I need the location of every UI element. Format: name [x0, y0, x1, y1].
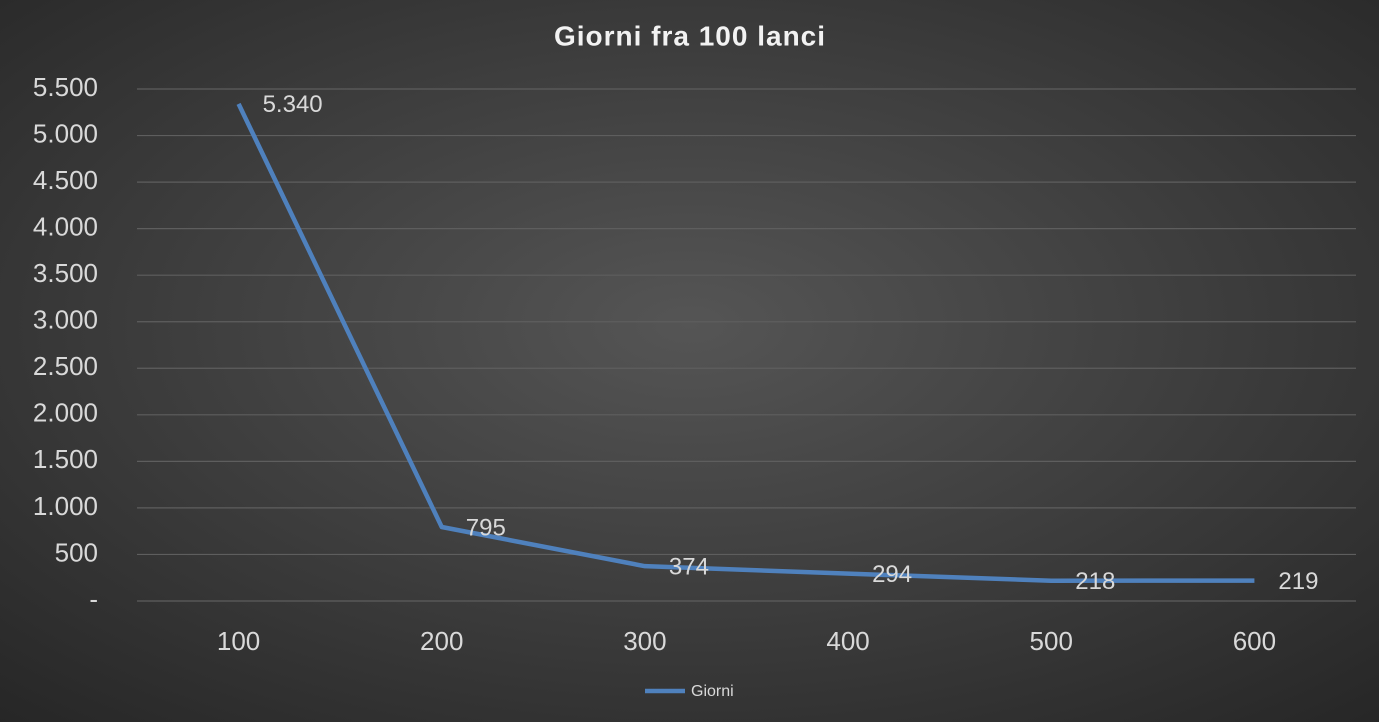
y-tick-label: 4.500 [33, 165, 98, 195]
y-tick-label: 5.000 [33, 118, 98, 148]
legend-label: Giorni [691, 683, 734, 700]
y-tick-label: 1.000 [33, 491, 98, 521]
x-tick-label: 500 [1030, 626, 1073, 656]
line [236, 102, 1255, 583]
y-tick-label: 4.000 [33, 212, 98, 242]
y-tick-label: 3.000 [33, 305, 98, 335]
y-tick-label: 2.500 [33, 351, 98, 381]
x-tick-label: 300 [623, 626, 666, 656]
chart-title: Giorni fra 100 lanci [554, 20, 826, 51]
y-tick-label: 2.000 [33, 398, 98, 428]
data-label: 218 [1075, 568, 1115, 595]
x-tick-label: 400 [826, 626, 869, 656]
y-tick-label: - [89, 584, 98, 614]
y-tick-label: 5.500 [33, 72, 98, 102]
y-tick-label: 500 [55, 537, 98, 567]
x-tick-label: 600 [1233, 626, 1276, 656]
data-label: 374 [669, 554, 709, 581]
x-tick-label: 100 [217, 626, 260, 656]
x-tick-label: 200 [420, 626, 463, 656]
data-label: 219 [1278, 568, 1318, 595]
data-label: 294 [872, 561, 912, 588]
data-label: 795 [466, 514, 506, 541]
y-tick-label: 1.500 [33, 444, 98, 474]
data-label: 5.340 [263, 91, 323, 118]
y-tick-label: 3.500 [33, 258, 98, 288]
